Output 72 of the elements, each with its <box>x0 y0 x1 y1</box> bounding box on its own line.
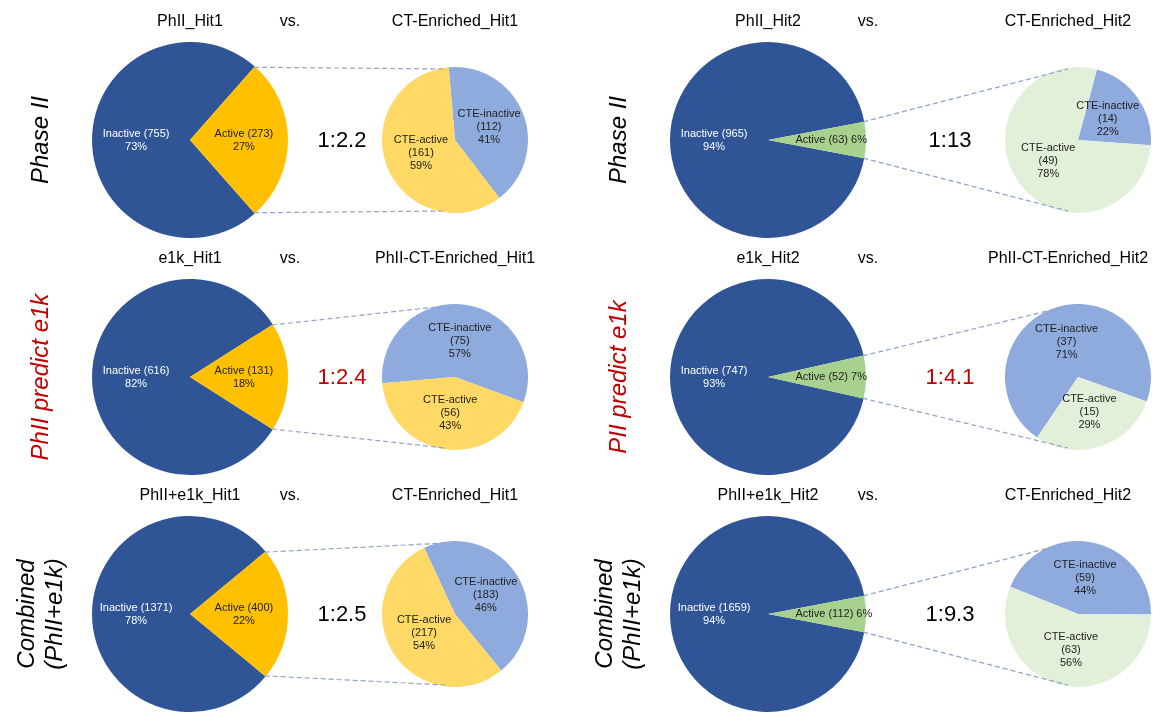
data-label: 93% <box>703 376 726 389</box>
slice-label: Inactive (965) <box>680 126 748 139</box>
slice-label: Inactive (1371) <box>99 600 173 613</box>
chart-title: CT-Enriched_Hit1 <box>391 12 519 30</box>
data-label: 41% <box>478 132 501 145</box>
slice-label: CTE-inactive (14) <box>1076 98 1140 124</box>
data-label: 57% <box>448 346 472 359</box>
slice-label: Active (273) <box>214 126 274 139</box>
data-label: 78% <box>1037 167 1060 180</box>
data-label: 44% <box>1074 584 1097 597</box>
slice-label: CTE-active (217) <box>396 613 452 639</box>
data-label: 22% <box>232 613 256 626</box>
data-label: 22% <box>1096 124 1119 137</box>
slice-label: Inactive (616) <box>102 363 170 376</box>
slice-label: Active (400) <box>214 600 274 613</box>
data-label: 94% <box>703 613 726 626</box>
text: vs. <box>279 486 301 504</box>
slice-label: CTE-inactive (183) <box>454 574 518 600</box>
text: 1:9.3 <box>925 601 975 627</box>
data-label: 59% <box>409 159 433 172</box>
data-label: 73% <box>125 139 148 152</box>
chart-title: CT-Enriched_Hit2 <box>1004 486 1132 504</box>
text: vs. <box>857 249 879 267</box>
text: Phase II <box>26 94 54 187</box>
slice-label: CTE-inactive (59) <box>1053 558 1117 584</box>
text: 1:4.1 <box>925 364 975 390</box>
slice-label: CTE-inactive (37) <box>1035 322 1099 348</box>
text: vs. <box>279 249 301 267</box>
chart-title: PhII+e1k_Hit2 <box>717 486 819 504</box>
text: PhII predict e1k <box>26 292 54 462</box>
slice-label: Active (131) <box>214 363 274 376</box>
data-label: 71% <box>1055 348 1078 361</box>
text: 1:2.5 <box>317 601 367 627</box>
slice-label: CTE-active (63) <box>1043 629 1099 655</box>
chart-title: PhII_Hit2 <box>735 12 801 30</box>
slice-label: CTE-active (15) <box>1062 391 1117 417</box>
text: Combined (PhII+e1k) <box>12 557 68 672</box>
text: 1:2.2 <box>317 127 367 153</box>
data-label: 43% <box>439 419 462 432</box>
data-label: 27% <box>232 139 256 152</box>
data-label: 29% <box>1078 417 1101 430</box>
text: Phase II <box>604 94 632 187</box>
text: vs. <box>279 12 301 30</box>
slice-label: CTE-active (49) <box>1021 141 1076 167</box>
data-label: 94% <box>703 139 726 152</box>
data-label: 78% <box>125 613 148 626</box>
chart-title: PhII-CT-Enriched_Hit1 <box>374 249 536 267</box>
text: 1:2.4 <box>317 364 367 390</box>
slice-label: CTE-active (56) <box>422 393 478 419</box>
chart-title: PhII_Hit1 <box>157 12 223 30</box>
data-label: 46% <box>474 600 498 613</box>
data-label: 56% <box>1059 655 1083 668</box>
slice-label: Inactive (755) <box>102 126 170 139</box>
chart-title: PhII+e1k_Hit1 <box>139 486 241 504</box>
data-label: 54% <box>413 639 436 652</box>
text: 1:13 <box>928 127 972 153</box>
data-label: 82% <box>125 376 148 389</box>
slice-label: CTE-inactive (75) <box>428 320 492 346</box>
data-label: 18% <box>232 376 256 389</box>
chart-title: CT-Enriched_Hit2 <box>1004 12 1132 30</box>
chart-title: e1k_Hit2 <box>736 249 800 267</box>
text: vs. <box>857 12 879 30</box>
slice-label: CTE-active (161) <box>393 133 449 159</box>
text: vs. <box>857 486 879 504</box>
chart-title: e1k_Hit1 <box>158 249 222 267</box>
text: PII predict e1k <box>604 298 632 456</box>
slice-label: Inactive (747) <box>680 363 748 376</box>
chart-title: PhII-CT-Enriched_Hit2 <box>987 249 1149 267</box>
text: Combined (PhII+e1k) <box>590 557 646 672</box>
slice-label: Inactive (1659) <box>677 600 751 613</box>
chart-title: CT-Enriched_Hit1 <box>391 486 519 504</box>
slice-label: CTE-inactive (112) <box>457 106 521 132</box>
